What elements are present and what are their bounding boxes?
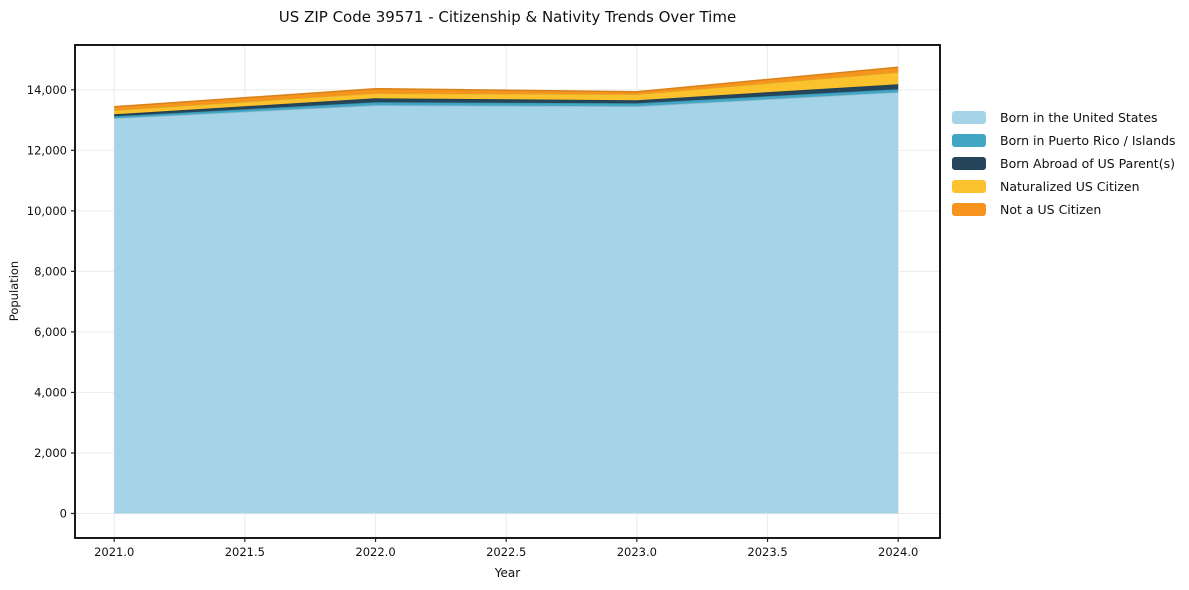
legend-swatch-born-in-puerto-rico-islands bbox=[952, 134, 986, 147]
legend-label: Born in the United States bbox=[1000, 110, 1158, 125]
y-tick-label: 14,000 bbox=[27, 83, 67, 97]
x-tick-label: 2024.0 bbox=[878, 545, 918, 559]
area-naturalized-us-citizen bbox=[114, 72, 899, 115]
legend-item-naturalized-us-citizen: Naturalized US Citizen bbox=[952, 175, 1176, 198]
area-edge-not-a-us-citizen bbox=[114, 66, 899, 108]
y-tick-label: 0 bbox=[60, 506, 67, 520]
legend-label: Born Abroad of US Parent(s) bbox=[1000, 156, 1175, 171]
legend-swatch-born-in-the-united-states bbox=[952, 111, 986, 124]
x-tick-label: 2022.0 bbox=[355, 545, 395, 559]
x-tick-label: 2023.5 bbox=[747, 545, 787, 559]
x-tick-label: 2022.5 bbox=[486, 545, 526, 559]
y-tick-label: 10,000 bbox=[27, 204, 67, 218]
y-tick-label: 8,000 bbox=[34, 264, 67, 278]
y-tick-label: 12,000 bbox=[27, 143, 67, 157]
x-tick-label: 2021.5 bbox=[225, 545, 265, 559]
legend-item-born-in-the-united-states: Born in the United States bbox=[952, 106, 1176, 129]
y-tick-label: 4,000 bbox=[34, 385, 67, 399]
x-tick-label: 2021.0 bbox=[94, 545, 134, 559]
legend-label: Born in Puerto Rico / Islands bbox=[1000, 133, 1176, 148]
x-axis-label: Year bbox=[494, 566, 521, 580]
legend: Born in the United States Born in Puerto … bbox=[952, 106, 1176, 221]
legend-item-not-a-us-citizen: Not a US Citizen bbox=[952, 198, 1176, 221]
legend-item-born-abroad-of-us-parent-s: Born Abroad of US Parent(s) bbox=[952, 152, 1176, 175]
axes-frame bbox=[74, 44, 941, 539]
x-tick-label: 2023.0 bbox=[617, 545, 657, 559]
legend-swatch-not-a-us-citizen bbox=[952, 203, 986, 216]
y-tick-label: 2,000 bbox=[34, 446, 67, 460]
area-born-abroad-of-us-parent-s bbox=[114, 84, 899, 117]
legend-swatch-naturalized-us-citizen bbox=[952, 180, 986, 193]
area-born-in-puerto-rico-islands bbox=[114, 89, 899, 119]
y-tick-label: 6,000 bbox=[34, 325, 67, 339]
legend-label: Not a US Citizen bbox=[1000, 202, 1102, 217]
chart-title: US ZIP Code 39571 - Citizenship & Nativi… bbox=[278, 8, 737, 26]
legend-swatch-born-abroad-of-us-parent-s bbox=[952, 157, 986, 170]
legend-item-born-in-puerto-rico-islands: Born in Puerto Rico / Islands bbox=[952, 129, 1176, 152]
legend-label: Naturalized US Citizen bbox=[1000, 179, 1140, 194]
area-born-in-the-united-states bbox=[114, 92, 899, 514]
